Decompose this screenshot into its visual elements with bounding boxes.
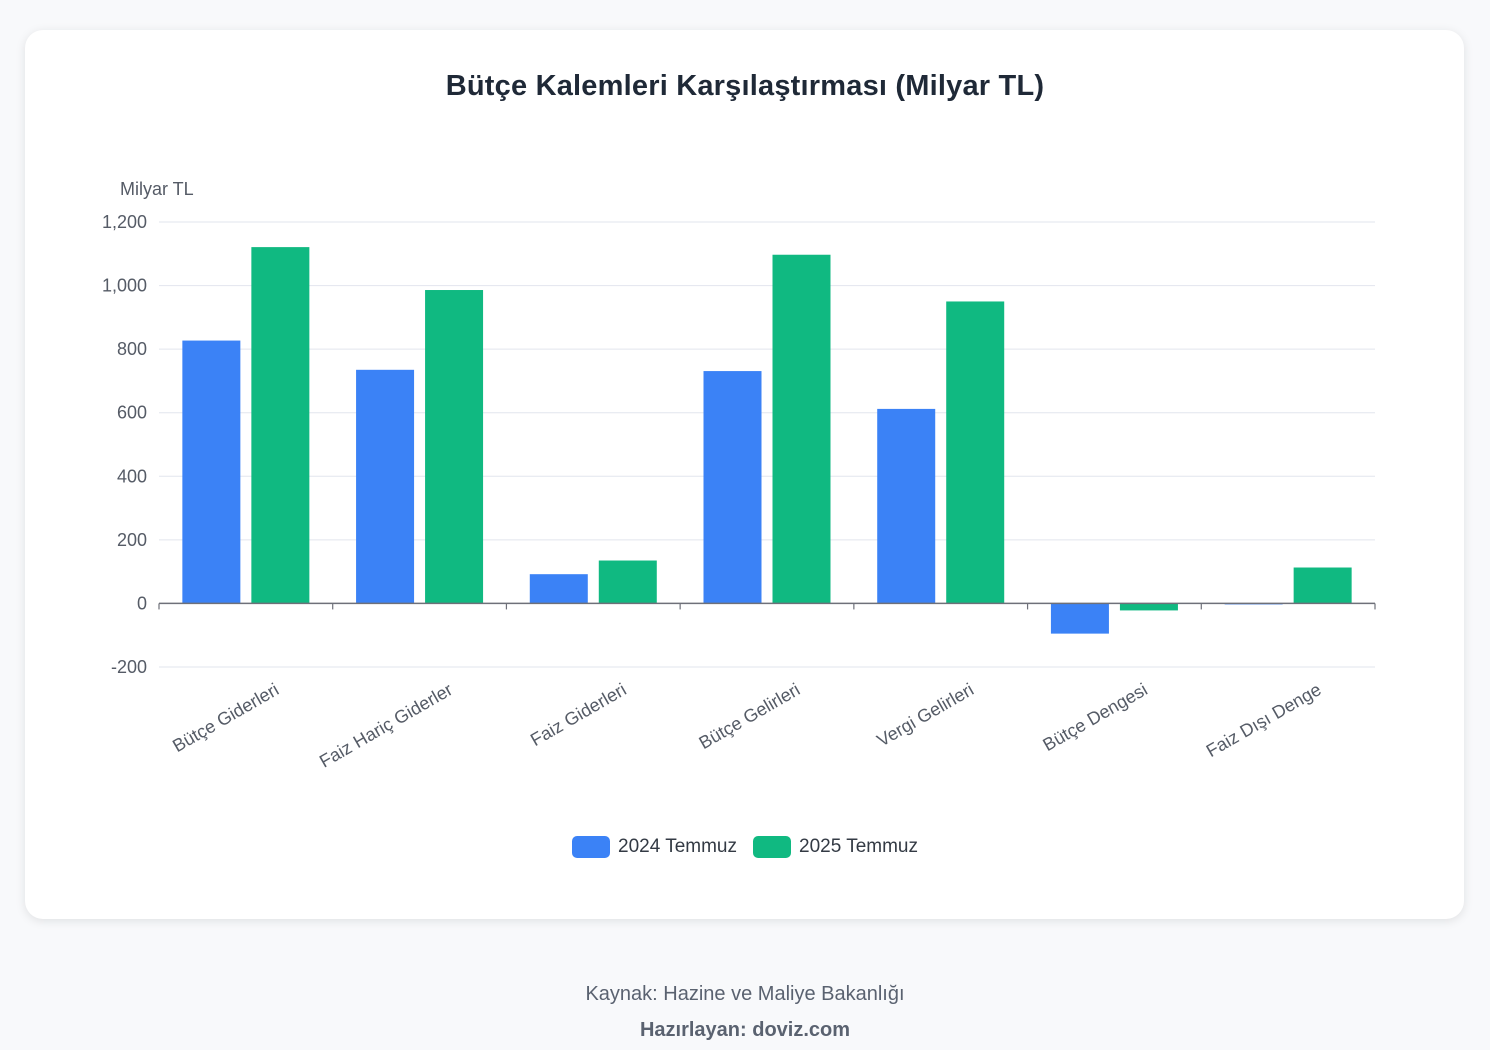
chart-title: Bütçe Kalemleri Karşılaştırması (Milyar …: [445, 70, 1045, 102]
bar-2025[interactable]: [772, 254, 831, 604]
legend-swatch-2024: [572, 836, 610, 858]
bar-2025[interactable]: [1119, 603, 1178, 611]
bar-2025[interactable]: [946, 301, 1005, 604]
bar-2024[interactable]: [356, 369, 415, 604]
bar-2025[interactable]: [598, 560, 657, 604]
bar-2025[interactable]: [425, 290, 484, 604]
x-category-label: Faiz Dışı Denge: [1203, 679, 1325, 761]
bar-2024[interactable]: [877, 408, 936, 604]
bar-2024[interactable]: [1050, 603, 1109, 634]
y-axis-unit-label: Milyar TL: [120, 179, 194, 199]
y-tick-label: -200: [111, 657, 147, 677]
legend-label-2025: 2025 Temmuz: [799, 836, 918, 857]
y-tick-label: 1,200: [102, 212, 147, 232]
y-tick-label: 0: [137, 593, 147, 613]
footer-source: Kaynak: Hazine ve Maliye Bakanlığı: [585, 983, 905, 1005]
x-axis-category-labels: Bütçe Giderleri Faiz Hariç Giderler Faiz G…: [169, 679, 1324, 771]
x-category-label: Faiz Hariç Giderler: [316, 679, 456, 771]
bar-2025[interactable]: [251, 247, 310, 604]
legend-item-2025[interactable]: 2025 Temmuz: [753, 836, 918, 858]
bars: [182, 247, 1352, 634]
legend-swatch-2025: [753, 836, 791, 858]
y-tick-label: 200: [117, 530, 147, 550]
x-category-label: Bütçe Gelirleri: [695, 679, 803, 753]
y-tick-label: 1,000: [102, 276, 147, 296]
x-category-label: Bütçe Dengesi: [1039, 679, 1150, 755]
legend-item-2024[interactable]: 2024 Temmuz: [572, 836, 737, 858]
bar-chart: Milyar TL -200 0 200 400 600 800 1,000 1,200 Bü…: [102, 179, 1376, 772]
y-axis-ticks: -200 0 200 400 600 800 1,000 1,200: [102, 212, 147, 677]
bar-2024[interactable]: [529, 574, 588, 604]
bar-2024[interactable]: [703, 371, 762, 604]
chart-legend: 2024 Temmuz 2025 Temmuz: [0, 836, 1490, 858]
x-axis: [158, 602, 1376, 610]
grid-lines: [159, 221, 1375, 668]
y-tick-label: 800: [117, 339, 147, 359]
y-tick-label: 400: [117, 466, 147, 486]
footer-author: Hazırlayan: doviz.com: [639, 1019, 851, 1041]
bar-2025[interactable]: [1293, 567, 1352, 604]
y-tick-label: 600: [117, 403, 147, 423]
x-category-label: Bütçe Giderleri: [169, 679, 282, 756]
x-category-label: Faiz Giderleri: [527, 679, 630, 750]
x-category-label: Vergi Gelirleri: [874, 679, 978, 750]
legend-label-2024: 2024 Temmuz: [618, 836, 737, 857]
bar-2024[interactable]: [182, 340, 241, 604]
